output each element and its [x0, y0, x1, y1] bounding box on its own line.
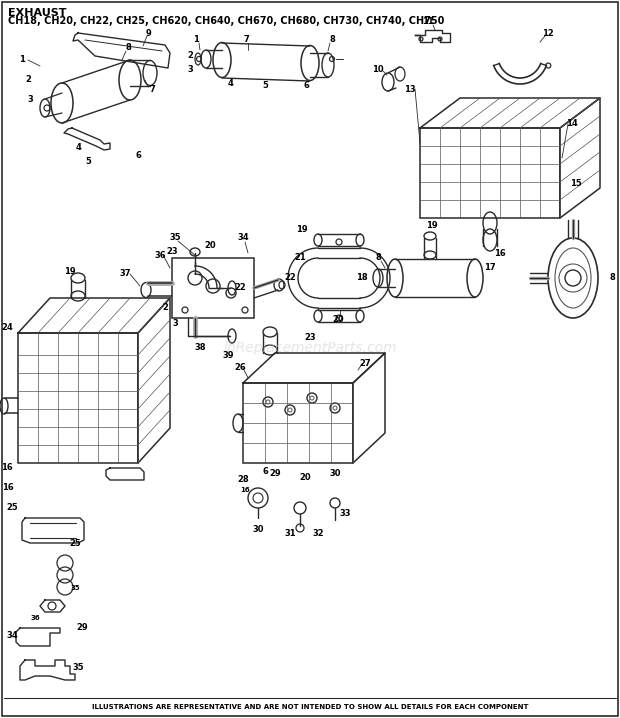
Text: 36: 36: [30, 615, 40, 621]
Text: 25: 25: [69, 538, 81, 548]
Text: 3: 3: [27, 95, 33, 105]
Text: 19: 19: [426, 221, 438, 230]
Text: 8: 8: [375, 253, 381, 263]
Text: 22: 22: [234, 284, 246, 292]
Text: CH18, CH20, CH22, CH25, CH620, CH640, CH670, CH680, CH730, CH740, CH750: CH18, CH20, CH22, CH25, CH620, CH640, CH…: [8, 16, 445, 26]
Bar: [420, 128, 560, 218]
Text: 12: 12: [542, 29, 554, 37]
Text: 33: 33: [339, 508, 351, 518]
Text: 26: 26: [234, 363, 246, 373]
Text: 6: 6: [303, 82, 309, 90]
Text: 24: 24: [1, 324, 13, 332]
Text: 3: 3: [187, 65, 193, 75]
Text: 34: 34: [237, 233, 249, 243]
Text: 8: 8: [329, 35, 335, 45]
Text: 1: 1: [19, 55, 25, 65]
Text: 1: 1: [193, 35, 199, 45]
Bar: [172, 258, 254, 318]
Text: 38: 38: [194, 343, 206, 353]
Text: 10: 10: [372, 65, 384, 75]
Text: 37: 37: [119, 269, 131, 277]
Text: 30: 30: [329, 469, 341, 477]
Text: 35: 35: [169, 233, 181, 243]
Text: 22: 22: [284, 274, 296, 282]
Text: 20: 20: [332, 315, 344, 325]
Text: EXHAUST: EXHAUST: [8, 8, 66, 18]
Text: 35: 35: [72, 663, 84, 673]
Text: ILLUSTRATIONS ARE REPRESENTATIVE AND ARE NOT INTENDED TO SHOW ALL DETAILS FOR EA: ILLUSTRATIONS ARE REPRESENTATIVE AND ARE…: [92, 704, 528, 710]
Text: 29: 29: [269, 469, 281, 477]
Text: 18: 18: [356, 274, 368, 282]
Text: 31: 31: [284, 528, 296, 538]
Text: 5: 5: [262, 82, 268, 90]
Text: 23: 23: [304, 333, 316, 342]
Text: 34: 34: [6, 632, 18, 640]
Text: 2: 2: [187, 52, 193, 60]
Text: 7: 7: [149, 85, 155, 95]
Bar: [18, 333, 138, 463]
Text: 11: 11: [422, 17, 434, 27]
Text: 2: 2: [25, 75, 31, 85]
Text: 16: 16: [240, 487, 250, 493]
Text: 19: 19: [64, 266, 76, 276]
Text: 14: 14: [566, 118, 578, 128]
Text: 27: 27: [359, 358, 371, 368]
Text: 6: 6: [135, 151, 141, 159]
Text: 5: 5: [85, 157, 91, 166]
Text: 4: 4: [227, 78, 233, 88]
Text: 4: 4: [75, 144, 81, 152]
Text: 15: 15: [570, 179, 582, 187]
Text: 28: 28: [237, 475, 249, 485]
Text: 39: 39: [222, 350, 234, 360]
Text: 29: 29: [76, 623, 88, 633]
Text: 30: 30: [252, 526, 264, 534]
Text: 25: 25: [6, 503, 18, 513]
Text: 3: 3: [172, 320, 178, 329]
Text: 13: 13: [404, 85, 416, 95]
Text: 16: 16: [494, 248, 506, 258]
Text: 20: 20: [299, 473, 311, 482]
Text: 9: 9: [145, 29, 151, 37]
Text: 16: 16: [2, 483, 14, 493]
Text: 36: 36: [154, 251, 166, 259]
Text: 21: 21: [294, 253, 306, 263]
Text: 19: 19: [296, 225, 308, 235]
Text: 32: 32: [312, 528, 324, 538]
Text: 8: 8: [609, 274, 615, 282]
Text: 17: 17: [484, 264, 496, 273]
Text: 6: 6: [262, 467, 268, 475]
Text: 20: 20: [204, 241, 216, 251]
Text: 35: 35: [70, 585, 80, 591]
Bar: [243, 383, 353, 463]
Text: 16: 16: [1, 464, 13, 472]
Text: 8: 8: [125, 44, 131, 52]
Text: lbReplacementParts.com: lbReplacementParts.com: [223, 341, 397, 355]
Text: 2: 2: [162, 304, 168, 312]
Text: 7: 7: [243, 35, 249, 45]
Text: 23: 23: [166, 246, 178, 256]
